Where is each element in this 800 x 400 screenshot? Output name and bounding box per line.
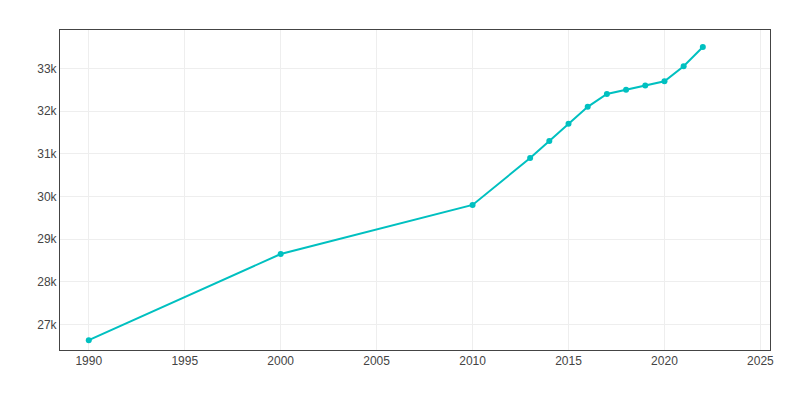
svg-text:2015: 2015 [555, 354, 582, 368]
svg-text:28k: 28k [37, 275, 57, 289]
svg-text:27k: 27k [37, 318, 57, 332]
svg-text:1995: 1995 [171, 354, 198, 368]
svg-text:30k: 30k [37, 190, 57, 204]
svg-text:29k: 29k [37, 232, 57, 246]
svg-text:32k: 32k [37, 104, 57, 118]
svg-text:2005: 2005 [363, 354, 390, 368]
svg-text:31k: 31k [37, 147, 57, 161]
svg-text:2000: 2000 [267, 354, 294, 368]
svg-text:2025: 2025 [747, 354, 774, 368]
svg-text:1990: 1990 [75, 354, 102, 368]
svg-text:2010: 2010 [459, 354, 486, 368]
svg-text:2020: 2020 [651, 354, 678, 368]
svg-text:33k: 33k [37, 62, 57, 76]
